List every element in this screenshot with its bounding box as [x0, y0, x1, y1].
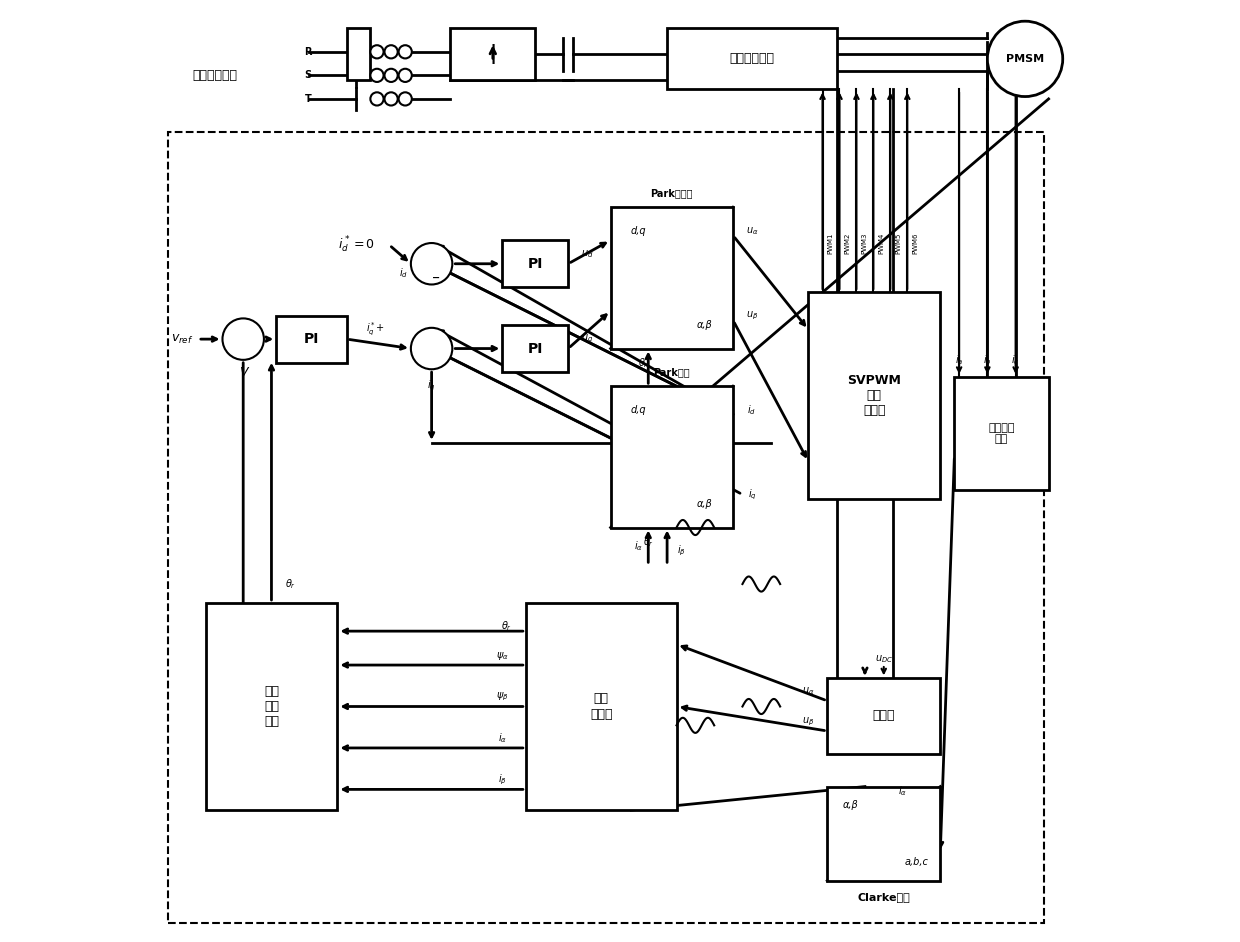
Text: 三相交流电源: 三相交流电源	[192, 69, 237, 82]
Circle shape	[410, 243, 453, 284]
Text: −: −	[433, 273, 440, 283]
Circle shape	[371, 92, 383, 106]
Text: $u_\alpha$: $u_\alpha$	[745, 225, 758, 236]
Text: $u_\beta$: $u_\beta$	[802, 715, 815, 728]
Circle shape	[371, 45, 383, 58]
Text: +: +	[427, 337, 436, 350]
Text: $i_\beta$: $i_\beta$	[677, 544, 686, 559]
Text: $i_\alpha$: $i_\alpha$	[497, 732, 507, 745]
Text: $\theta_r$: $\theta_r$	[642, 535, 653, 548]
Text: 开环
速度
估计: 开环 速度 估计	[264, 685, 279, 728]
Circle shape	[398, 69, 412, 82]
Text: 电压型逆变器: 电压型逆变器	[729, 53, 774, 65]
Text: PWM3: PWM3	[861, 233, 867, 254]
Text: d,q: d,q	[631, 405, 646, 414]
Text: −: −	[233, 344, 244, 357]
Text: $i_d$: $i_d$	[399, 267, 408, 280]
Text: $i^*_q$+: $i^*_q$+	[366, 321, 384, 338]
Circle shape	[384, 69, 398, 82]
Text: 相电压: 相电压	[873, 709, 895, 723]
Text: $i_b$: $i_b$	[983, 353, 992, 367]
Text: −: −	[422, 353, 432, 366]
FancyBboxPatch shape	[827, 678, 940, 754]
Text: $u_{DC}$: $u_{DC}$	[874, 654, 893, 665]
FancyBboxPatch shape	[502, 240, 568, 287]
Text: $\theta_r$: $\theta_r$	[501, 620, 512, 633]
Text: −: −	[422, 268, 432, 282]
Text: $\psi_\beta$: $\psi_\beta$	[496, 690, 508, 704]
Text: PI: PI	[527, 342, 543, 355]
FancyBboxPatch shape	[277, 316, 347, 363]
Circle shape	[398, 92, 412, 106]
Text: $i_a$: $i_a$	[955, 353, 963, 367]
Text: α,β: α,β	[843, 801, 858, 810]
Text: $i_q$: $i_q$	[428, 379, 436, 394]
Text: $i_c$: $i_c$	[1012, 353, 1019, 367]
Text: $v_{ref}$: $v_{ref}$	[171, 333, 193, 346]
Text: |: |	[490, 44, 496, 64]
FancyBboxPatch shape	[526, 603, 677, 810]
FancyBboxPatch shape	[827, 787, 940, 881]
Text: $i_q$: $i_q$	[748, 487, 756, 502]
Text: PWM6: PWM6	[911, 233, 918, 254]
Text: α,β: α,β	[697, 320, 713, 330]
Text: T: T	[305, 94, 311, 104]
Text: +: +	[427, 252, 436, 266]
FancyBboxPatch shape	[808, 292, 940, 499]
FancyBboxPatch shape	[610, 207, 733, 349]
Text: 磁通
观测器: 磁通 观测器	[590, 692, 613, 721]
Text: $\theta_r$: $\theta_r$	[285, 577, 296, 591]
Text: Park变换: Park变换	[653, 366, 691, 377]
Text: S: S	[305, 71, 311, 80]
FancyBboxPatch shape	[206, 603, 337, 810]
Circle shape	[384, 92, 398, 106]
Text: $i_d^*=0$: $i_d^*=0$	[337, 235, 374, 255]
Text: $u_q$: $u_q$	[580, 333, 593, 346]
Text: $u_\alpha$: $u_\alpha$	[802, 686, 815, 697]
FancyBboxPatch shape	[955, 377, 1049, 490]
Text: $\theta_r$: $\theta_r$	[639, 356, 649, 369]
Text: +: +	[238, 328, 248, 341]
Text: $u_\beta$: $u_\beta$	[745, 309, 758, 322]
Text: V: V	[239, 365, 248, 379]
FancyBboxPatch shape	[610, 386, 733, 528]
Text: a,b,c: a,b,c	[905, 857, 929, 867]
Circle shape	[222, 318, 264, 360]
FancyBboxPatch shape	[450, 28, 536, 80]
Circle shape	[398, 45, 412, 58]
Circle shape	[384, 45, 398, 58]
Text: PWM2: PWM2	[844, 233, 851, 254]
Text: PWM5: PWM5	[895, 233, 901, 254]
FancyBboxPatch shape	[347, 28, 371, 80]
Text: PWM4: PWM4	[878, 233, 884, 254]
Text: d,q: d,q	[631, 226, 646, 236]
FancyBboxPatch shape	[667, 28, 837, 89]
Circle shape	[371, 69, 383, 82]
Circle shape	[410, 328, 453, 369]
Text: $i_\alpha$: $i_\alpha$	[635, 540, 644, 553]
Text: $u_d$: $u_d$	[580, 249, 593, 260]
FancyBboxPatch shape	[502, 325, 568, 372]
Text: α,β: α,β	[697, 499, 713, 509]
Text: Park逆变换: Park逆变换	[651, 187, 693, 198]
Text: $i_d$: $i_d$	[748, 403, 756, 416]
Text: 三相电流
检测: 三相电流 检测	[988, 423, 1014, 444]
Text: R: R	[305, 47, 312, 57]
Text: $i_\beta$: $i_\beta$	[497, 772, 507, 788]
Text: $\psi_\alpha$: $\psi_\alpha$	[496, 650, 508, 661]
Text: PMSM: PMSM	[1006, 54, 1044, 64]
Text: PI: PI	[527, 257, 543, 270]
Text: Clarke变换: Clarke变换	[857, 892, 910, 902]
Text: SVPWM
信号
发生器: SVPWM 信号 发生器	[847, 374, 901, 417]
Text: PWM1: PWM1	[827, 233, 833, 254]
Text: $i_\alpha$: $i_\alpha$	[898, 785, 908, 798]
Circle shape	[987, 22, 1063, 96]
Text: PI: PI	[304, 333, 319, 346]
